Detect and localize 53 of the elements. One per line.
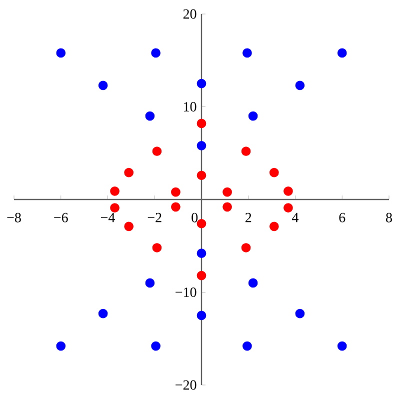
point bbox=[171, 202, 180, 212]
point bbox=[56, 341, 66, 351]
point bbox=[222, 187, 232, 197]
y-tick-label: −20 bbox=[176, 380, 196, 390]
point bbox=[284, 186, 293, 196]
point bbox=[196, 310, 206, 320]
point bbox=[241, 146, 251, 156]
point bbox=[337, 341, 347, 351]
point bbox=[242, 48, 252, 58]
point bbox=[295, 80, 305, 90]
point bbox=[98, 308, 108, 318]
point bbox=[151, 341, 160, 351]
point bbox=[145, 111, 155, 121]
point bbox=[151, 48, 160, 58]
point bbox=[196, 218, 206, 228]
point bbox=[196, 141, 206, 150]
point bbox=[241, 243, 251, 252]
x-tick-label: 8 bbox=[386, 212, 392, 222]
point bbox=[98, 80, 108, 90]
x-tick-label: 2 bbox=[245, 212, 252, 222]
point bbox=[269, 222, 279, 232]
y-tick-label: 10 bbox=[184, 102, 196, 112]
x-tick-label: 6 bbox=[339, 212, 346, 222]
x-tick-label: 0 bbox=[192, 212, 198, 222]
x-tick-label: −6 bbox=[54, 212, 68, 222]
point bbox=[196, 78, 206, 88]
point bbox=[110, 186, 120, 196]
point bbox=[110, 203, 120, 213]
point bbox=[248, 111, 258, 121]
x-tick-label: −2 bbox=[148, 212, 162, 222]
x-tick-label: −8 bbox=[7, 212, 21, 222]
point bbox=[269, 168, 279, 178]
point bbox=[222, 202, 232, 212]
x-tick-label: −4 bbox=[100, 212, 115, 222]
point bbox=[145, 278, 155, 288]
point bbox=[124, 168, 134, 178]
point bbox=[124, 222, 134, 232]
y-tick-label: −10 bbox=[176, 288, 196, 297]
point bbox=[196, 270, 206, 280]
point bbox=[56, 48, 66, 58]
point bbox=[284, 203, 293, 213]
point bbox=[295, 308, 305, 318]
point bbox=[196, 170, 206, 180]
point bbox=[152, 146, 162, 156]
point bbox=[196, 248, 206, 258]
point bbox=[337, 48, 347, 58]
y-tick-label: 20 bbox=[183, 9, 196, 19]
point bbox=[171, 187, 180, 197]
point bbox=[196, 118, 206, 128]
x-tick-label: 4 bbox=[292, 212, 299, 222]
point bbox=[248, 278, 258, 288]
point bbox=[242, 341, 252, 351]
point bbox=[152, 243, 162, 252]
